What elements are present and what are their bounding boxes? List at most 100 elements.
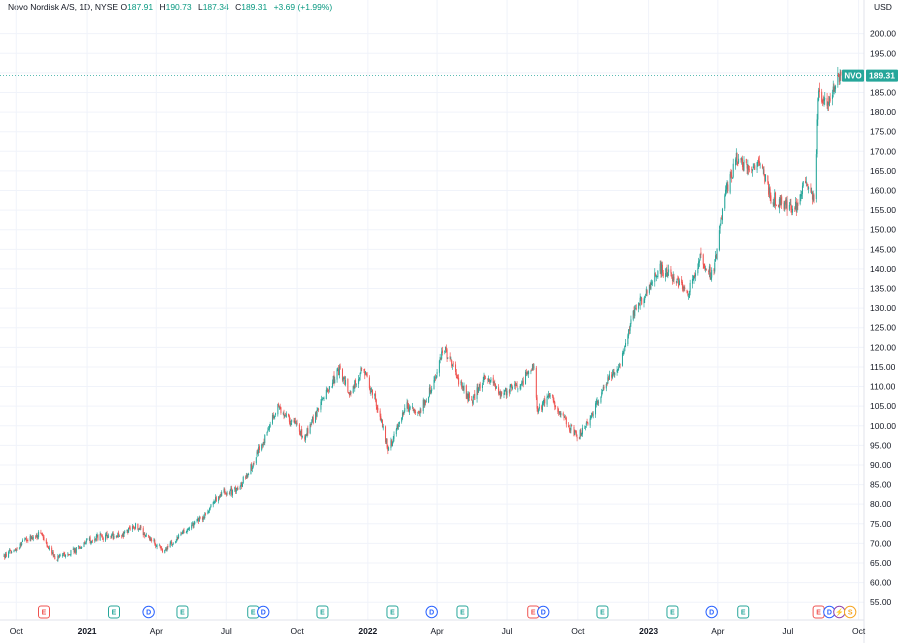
candle-body (780, 197, 782, 206)
candle-body (767, 175, 769, 184)
candle-body (632, 310, 634, 320)
candle-body (725, 189, 727, 196)
candle-body (758, 161, 760, 166)
event-dividend-icon[interactable]: D (537, 605, 550, 619)
candle-body (806, 182, 808, 184)
candle (72, 546, 74, 551)
event-earnings-icon[interactable]: E (666, 605, 679, 619)
candle-body (170, 542, 172, 544)
candle (622, 348, 624, 357)
event-earnings-icon[interactable]: E (316, 605, 329, 619)
candle-body (445, 347, 447, 351)
candle (700, 247, 702, 259)
candle-body (837, 73, 839, 86)
candle (145, 532, 147, 538)
candle-body (555, 405, 557, 408)
candle (248, 472, 250, 476)
candle-body (377, 407, 379, 411)
event-earnings_red-icon[interactable]: E (38, 605, 50, 619)
candle (392, 436, 394, 444)
candle-body (115, 536, 117, 538)
candle-body (300, 429, 302, 436)
candle (51, 549, 53, 555)
candle-body (69, 554, 71, 556)
candle (56, 559, 58, 561)
candle-body (111, 533, 113, 536)
candle-body (638, 303, 640, 305)
candle-body (349, 392, 351, 395)
candle (808, 186, 810, 194)
candle-body (237, 487, 239, 490)
candle (650, 280, 652, 291)
candle (37, 534, 39, 539)
candle-body (531, 370, 533, 372)
candle-body (79, 547, 81, 549)
candle-body (517, 388, 519, 390)
candle (477, 383, 479, 396)
candle-body (759, 164, 761, 165)
event-dividend-icon[interactable]: D (705, 605, 718, 619)
candle-body (273, 416, 275, 419)
event-earnings-icon[interactable]: E (386, 605, 399, 619)
candle-body (128, 527, 130, 528)
event-earnings-icon[interactable]: E (176, 605, 189, 619)
candle (396, 424, 398, 431)
event-dividend-icon[interactable]: D (257, 605, 270, 619)
event-split-icon[interactable]: S (843, 605, 857, 619)
candle (788, 201, 790, 212)
candle (138, 528, 140, 532)
candle (43, 535, 45, 542)
event-lightning-icon[interactable]: ⚡ (833, 605, 846, 619)
candle-body (628, 329, 630, 336)
event-earnings-icon[interactable]: E (737, 605, 750, 619)
candle-body (505, 387, 507, 392)
candle-body (692, 279, 694, 281)
candle-body (252, 463, 254, 468)
candle-body (370, 391, 372, 393)
event-earnings_red-icon[interactable]: E (812, 605, 825, 619)
candle-body (133, 526, 135, 528)
candle-body (575, 431, 577, 437)
event-dividend-icon[interactable]: D (142, 605, 155, 619)
candle (105, 531, 107, 537)
candle (773, 197, 775, 207)
candle-body (719, 225, 721, 229)
candle (379, 408, 381, 421)
candle-body (716, 248, 718, 259)
candle (678, 278, 680, 286)
event-earnings-icon[interactable]: E (596, 605, 609, 619)
candle (38, 530, 40, 540)
candle (756, 161, 758, 174)
candle (236, 487, 238, 491)
candle (32, 535, 34, 542)
event-earnings-icon[interactable]: E (108, 605, 120, 619)
event-dividend-icon[interactable]: D (425, 605, 438, 619)
candle-body (565, 417, 567, 425)
candle (617, 368, 619, 373)
candle (111, 531, 113, 536)
candle (166, 546, 168, 552)
candle-body (834, 90, 836, 91)
candle (27, 538, 29, 543)
currency-label[interactable]: USD (874, 2, 892, 12)
candle-body (298, 424, 300, 432)
price-tick-label: 180.00 (870, 107, 896, 117)
candle (97, 534, 99, 542)
candle (111, 533, 113, 539)
candle-body (667, 273, 669, 277)
candle-body (48, 546, 50, 549)
candle-body (347, 378, 349, 392)
candle (498, 384, 500, 396)
candle (158, 543, 160, 546)
candle (455, 361, 457, 376)
candle (451, 359, 453, 368)
candle (364, 368, 366, 380)
candle-body (605, 383, 607, 389)
candle (311, 419, 313, 426)
candle-body (248, 473, 250, 476)
candle-body (312, 417, 314, 424)
event-earnings-icon[interactable]: E (456, 605, 469, 619)
candle (264, 434, 266, 446)
candle-body (791, 210, 793, 213)
